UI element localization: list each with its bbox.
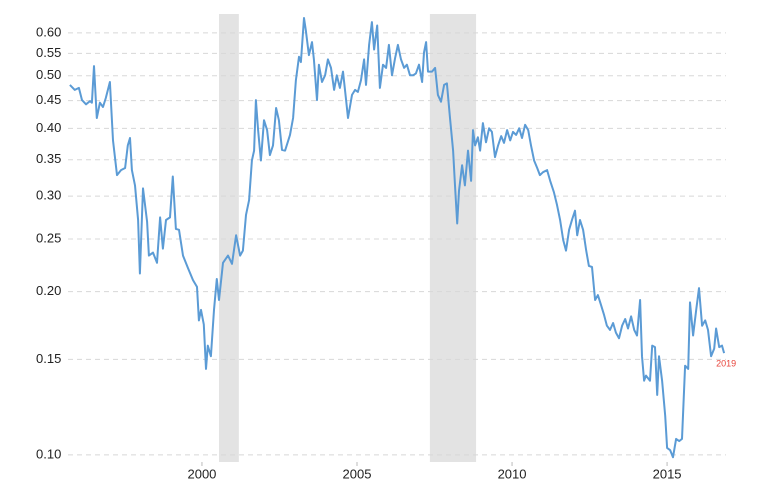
- y-tick-label: 0.55: [36, 45, 61, 60]
- x-tick-label: 2000: [187, 466, 216, 481]
- y-tick-label: 0.10: [36, 446, 61, 461]
- y-tick-label: 0.15: [36, 351, 61, 366]
- y-tick-label: 0.60: [36, 24, 61, 39]
- y-tick-label: 0.50: [36, 67, 61, 82]
- price-line: [69, 17, 726, 459]
- y-tick-label: 0.20: [36, 283, 61, 298]
- y-tick-label: 0.35: [36, 151, 61, 166]
- y-tick-label: 0.30: [36, 188, 61, 203]
- x-tick-label: 2005: [343, 466, 372, 481]
- y-tick-label: 0.25: [36, 230, 61, 245]
- recession-band: [219, 14, 239, 462]
- end-annotation: 2019: [716, 359, 736, 369]
- y-tick-label: 0.45: [36, 92, 61, 107]
- y-tick-label: 0.40: [36, 120, 61, 135]
- x-tick-label: 2010: [498, 466, 527, 481]
- x-tick-label: 2015: [653, 466, 682, 481]
